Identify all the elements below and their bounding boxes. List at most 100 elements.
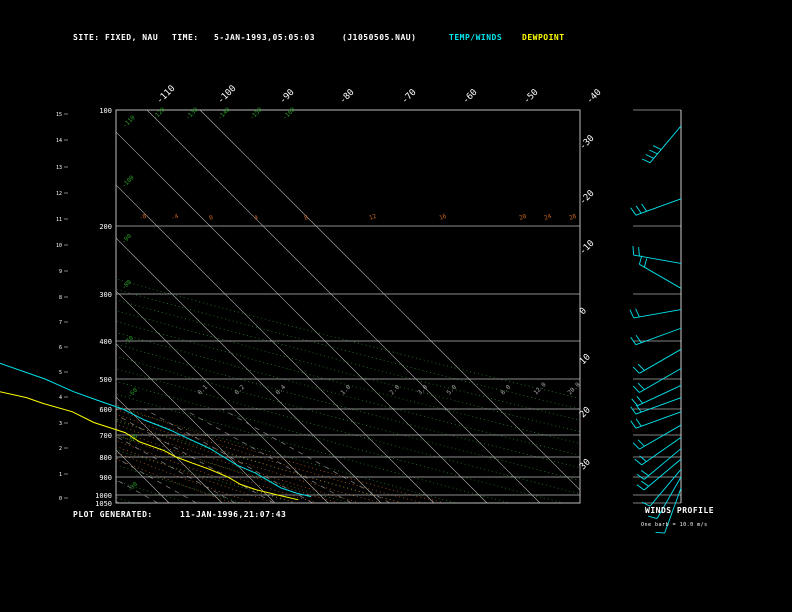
dry-adiabat-line [116, 278, 580, 399]
wind-barb [641, 468, 682, 507]
moist-adiabat-line [116, 445, 276, 503]
temperature-series-line [0, 362, 312, 498]
winds-profile-title: WINDS PROFILE [645, 506, 715, 515]
isotherm-line [116, 396, 223, 503]
top-temp-tick-label: -100 [216, 84, 238, 106]
dry-adiabat-line [116, 435, 350, 503]
moist-adiabat-line [116, 413, 403, 503]
time-value: 5-JAN-1993,05:05:03 [214, 33, 316, 42]
moist-adiabat-line [116, 404, 445, 503]
dry-adiabat-label: -160 [281, 106, 296, 121]
height-tick-label: 5 [59, 370, 62, 376]
mixing-ratio-line [0, 409, 42, 503]
mixing-ratio-label: 0.2 [233, 384, 246, 397]
top-temp-tick-label: -80 [338, 88, 357, 107]
moist-adiabat-line [116, 428, 339, 503]
height-tick-label: 0 [59, 496, 62, 502]
dry-adiabat-label: -100 [120, 174, 135, 189]
top-temp-tick-label: -40 [585, 88, 604, 107]
wind-barb [648, 476, 682, 520]
file-id: (J1050505.NAU) [342, 33, 417, 42]
legend-temp: TEMP/WINDS [449, 33, 503, 42]
moist-adiabat-label: 8 [303, 214, 309, 222]
wind-barb [641, 125, 682, 164]
height-tick-label: 9 [59, 269, 62, 275]
moist-adiabat-label: 12 [368, 213, 378, 222]
mixing-ratio-line [182, 408, 352, 503]
mixing-ratio-label: 3.0 [416, 384, 429, 397]
height-tick-label: 13 [56, 165, 62, 171]
pressure-tick-label: 500 [99, 376, 112, 384]
mixing-ratio-label: 2.0 [388, 384, 401, 397]
mixing-ratio-line [116, 479, 159, 503]
height-tick-label: 1 [59, 472, 62, 478]
mixing-ratio-label: 1.0 [339, 384, 352, 397]
mixing-ratio-line [221, 408, 391, 503]
wind-barb [632, 348, 682, 374]
height-tick-label: 12 [56, 191, 62, 197]
height-tick-label: 10 [56, 243, 62, 249]
mixing-ratio-label: 0.1 [196, 384, 209, 397]
dry-adiabat-line [116, 480, 189, 503]
dry-adiabat-line [116, 449, 296, 503]
time-label: TIME: [172, 33, 199, 42]
isotherm-line [199, 110, 580, 491]
right-temp-tick-label: -30 [578, 134, 597, 153]
wind-barb [638, 255, 682, 289]
top-temp-tick-label: -60 [461, 88, 480, 107]
dry-adiabat-line [116, 288, 580, 410]
height-tick-label: 3 [59, 421, 62, 427]
height-tick-label: 6 [59, 345, 62, 351]
plot-generated-label: PLOT GENERATED: [73, 510, 153, 519]
right-temp-tick-label: -10 [578, 239, 597, 258]
height-tick-label: 14 [56, 138, 62, 144]
top-temp-tick-label: -110 [155, 84, 177, 106]
wind-barb [630, 411, 682, 429]
wind-barb [636, 458, 682, 491]
pressure-tick-label: 900 [99, 474, 112, 482]
moist-adiabat-label: 28 [568, 213, 578, 222]
dry-adiabat-label: -140 [216, 106, 231, 121]
winds-barb-note: One barb = 10.0 m/s [641, 522, 708, 528]
dry-adiabat-line [116, 497, 135, 503]
dry-adiabat-line [116, 299, 580, 421]
isotherm-line [146, 110, 541, 503]
dry-adiabat-label: -110 [121, 114, 136, 129]
moist-adiabat-label: 24 [543, 213, 553, 222]
moist-adiabat-label: -8 [138, 213, 148, 222]
right-temp-tick-label: 0 [578, 306, 589, 317]
pressure-tick-label: 300 [99, 291, 112, 299]
dry-adiabat-line [116, 393, 511, 503]
site-value: FIXED, NAU [105, 33, 159, 42]
moist-adiabat-label: 4 [253, 214, 259, 222]
site-label: SITE: [73, 33, 100, 42]
dewpoint-series-line [0, 391, 299, 501]
mixing-ratio-line [116, 435, 236, 503]
dry-adiabat-label: -60 [126, 387, 139, 400]
dry-adiabat-label: -150 [248, 106, 263, 121]
moist-adiabat-line [116, 408, 424, 503]
wind-barb [631, 385, 682, 407]
pressure-tick-label: 200 [99, 223, 112, 231]
mixing-ratio-line [144, 408, 313, 503]
top-temp-tick-label: -50 [522, 88, 541, 107]
height-tick-label: 7 [59, 320, 62, 326]
moist-adiabat-line [116, 434, 318, 503]
isotherm-line [0, 110, 63, 503]
moist-adiabat-label: 16 [438, 213, 448, 222]
dry-adiabat-line [116, 368, 580, 495]
height-tick-label: 15 [56, 112, 62, 118]
dry-adiabat-label: -70 [122, 335, 135, 348]
moist-adiabat-label: 20 [518, 213, 528, 222]
mixing-ratio-label: 8.0 [499, 384, 512, 397]
dry-adiabat-line [116, 332, 580, 456]
wind-barb [636, 448, 682, 480]
top-temp-tick-label: -70 [400, 88, 419, 107]
height-tick-label: 4 [59, 395, 62, 401]
dry-adiabat-label: -120 [151, 106, 166, 121]
isotherm-line [116, 343, 276, 503]
isotherm-line [116, 237, 382, 503]
isotherm-line [116, 449, 170, 503]
dry-adiabat-line [116, 321, 580, 444]
dry-adiabat-label: -90 [120, 233, 133, 246]
